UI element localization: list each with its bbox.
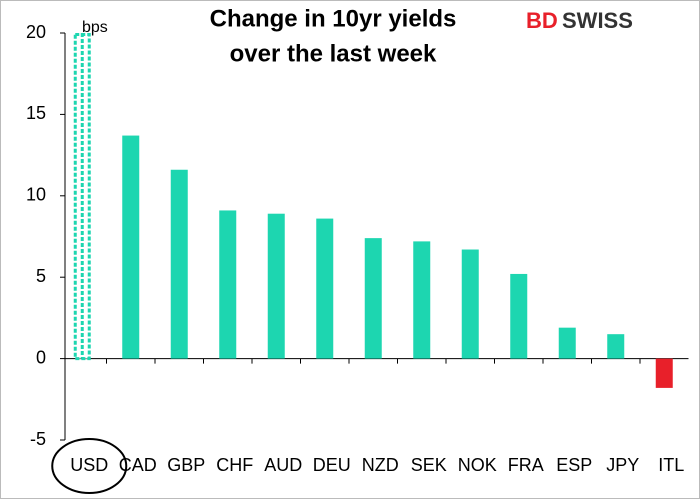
y-tick-label: -5	[30, 429, 46, 449]
x-tick-label: CAD	[119, 455, 157, 475]
x-tick-label: NZD	[362, 455, 399, 475]
bar	[558, 327, 576, 359]
y-tick-label: 0	[36, 347, 46, 367]
logo: SWISS	[562, 8, 633, 33]
x-tick-label: ESP	[556, 455, 592, 475]
x-tick-label: AUD	[264, 455, 302, 475]
bar	[316, 218, 334, 359]
logo: BD	[526, 8, 558, 33]
x-tick-label: SEK	[411, 455, 447, 475]
bar	[510, 273, 528, 359]
chart-title: over the last week	[230, 40, 437, 67]
x-tick-label: CHF	[216, 455, 253, 475]
highlight-circle	[51, 438, 128, 494]
x-tick-label: JPY	[606, 455, 639, 475]
bar	[219, 210, 237, 359]
bar	[607, 334, 625, 359]
x-tick-label: NOK	[458, 455, 497, 475]
y-tick-label: 10	[26, 185, 46, 205]
annotation: bps	[82, 19, 108, 36]
bar	[461, 249, 479, 359]
x-tick-label: DEU	[313, 455, 351, 475]
chart-title: Change in 10yr yields	[210, 5, 457, 32]
bar	[413, 241, 431, 359]
bar	[122, 135, 140, 359]
bar	[267, 213, 285, 359]
x-tick-label: GBP	[167, 455, 205, 475]
bar	[655, 358, 673, 388]
bar	[170, 169, 188, 359]
bar	[364, 238, 382, 359]
y-tick-label: 5	[36, 266, 46, 286]
x-tick-label: FRA	[508, 455, 544, 475]
x-tick-label: USD	[70, 455, 108, 475]
y-tick-label: 15	[26, 103, 46, 123]
y-tick-label: 20	[26, 22, 46, 42]
x-tick-label: ITL	[658, 455, 684, 475]
